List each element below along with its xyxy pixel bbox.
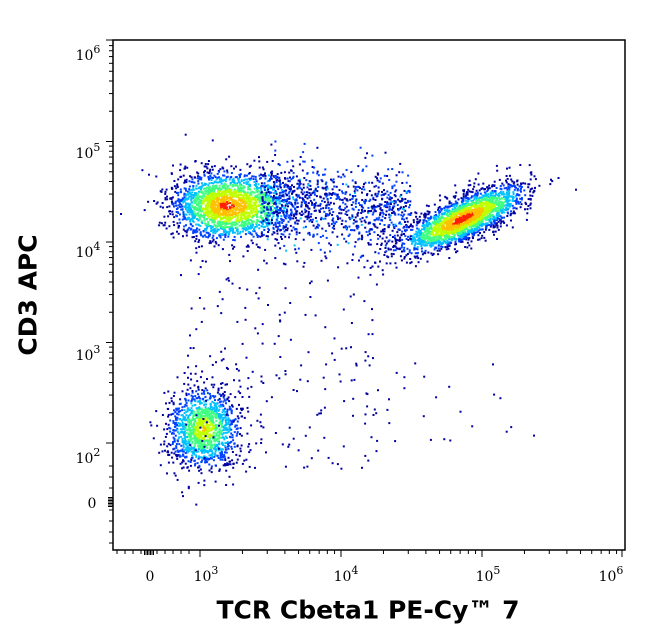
tick-label: 103 xyxy=(76,343,101,364)
tick-label: 106 xyxy=(76,43,101,64)
tick-label: 102 xyxy=(76,446,101,467)
tick-label: 0 xyxy=(88,496,97,512)
x-axis-title: TCR Cbeta1 PE-Cy™ 7 xyxy=(216,595,520,625)
x-axis-ticks xyxy=(116,550,623,557)
event-dots xyxy=(120,133,577,506)
tick-label: 104 xyxy=(334,564,359,585)
y-axis-title: CD3 APC xyxy=(13,234,43,356)
tick-label: 103 xyxy=(194,564,219,585)
y-axis-tick-labels: 106 105 104 103 102 0 xyxy=(76,43,101,512)
tick-label: 104 xyxy=(76,240,101,261)
x-axis-tick-labels: 0 103 104 105 106 xyxy=(146,564,624,585)
tick-label: 105 xyxy=(476,564,501,585)
tick-label: 106 xyxy=(599,564,624,585)
tick-label: 105 xyxy=(76,141,101,162)
plot-frame xyxy=(112,39,626,551)
y-axis-ticks xyxy=(106,39,113,544)
tick-label: 0 xyxy=(146,569,155,585)
